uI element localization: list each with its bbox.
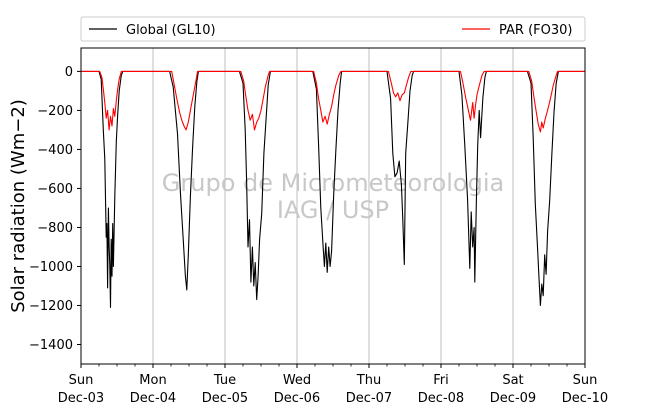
x-tick-date-4: Dec-07 [346, 391, 392, 406]
y-tick-label-5: −1000 [29, 260, 73, 275]
y-tick-label-2: −400 [37, 143, 73, 158]
x-tick-day-0: Sun [69, 373, 94, 388]
y-tick-label-0: 0 [65, 65, 73, 80]
x-tick-date-0: Dec-03 [58, 391, 104, 406]
axes: 0 −200 −400 −600 −800 −1000 −1200 −1400 Sun Dec-0… [29, 47, 608, 406]
x-tick-date-5: Dec-08 [418, 391, 464, 406]
x-tick-date-3: Dec-06 [274, 391, 320, 406]
series-line-par [81, 70, 585, 133]
series-layer [81, 70, 585, 308]
legend: Global (GL10) PAR (FO30) [80, 16, 586, 42]
legend-frame [80, 16, 586, 42]
watermark-line-1: Grupo de Micrometeorologia [162, 169, 504, 197]
y-tick-label-7: −1400 [29, 338, 73, 353]
y-tick-label-1: −200 [37, 104, 73, 119]
x-tick-day-7: Sun [573, 373, 598, 388]
x-tick-date-2: Dec-05 [202, 391, 248, 406]
x-tick-day-5: Fri [433, 373, 449, 388]
x-tick-day-2: Tue [213, 373, 236, 388]
x-tick-day-1: Mon [139, 373, 166, 388]
legend-label-par: PAR (FO30) [499, 23, 572, 38]
x-tick-day-6: Sat [502, 373, 523, 388]
y-tick-label-6: −1200 [29, 299, 73, 314]
watermark: Grupo de Micrometeorologia IAG / USP [162, 169, 504, 224]
x-tick-date-6: Dec-09 [490, 391, 536, 406]
grid-lines [152, 48, 514, 364]
x-tick-day-3: Wed [283, 373, 311, 388]
y-axis-label: Solar radiation (Wm−2) [8, 99, 29, 313]
series-line-global [81, 70, 585, 308]
legend-label-global: Global (GL10) [126, 23, 216, 38]
y-tick-label-4: −800 [37, 221, 73, 236]
x-tick-date-1: Dec-04 [130, 391, 176, 406]
x-tick-day-4: Thu [356, 373, 381, 388]
y-tick-label-3: −600 [37, 182, 73, 197]
x-tick-date-7: Dec-10 [562, 391, 608, 406]
